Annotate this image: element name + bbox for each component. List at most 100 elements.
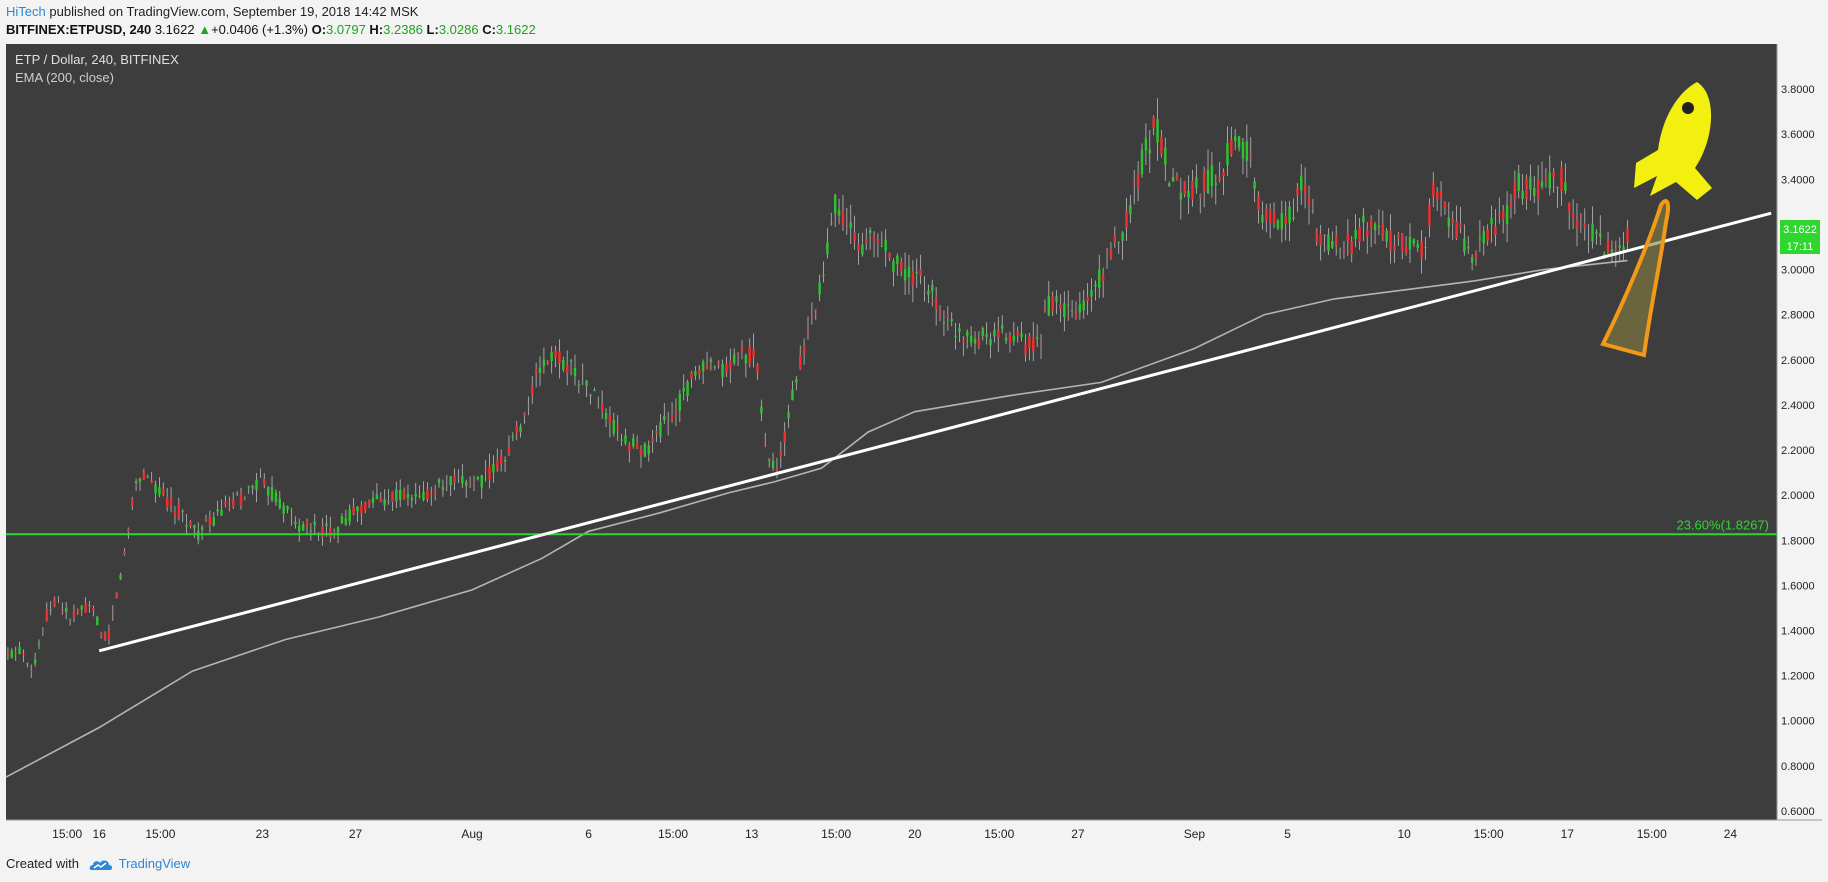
trendline[interactable] (98, 211, 1772, 653)
tradingview-link[interactable]: TradingView (118, 856, 191, 871)
candle-down (1152, 116, 1155, 127)
candle-down (142, 472, 146, 480)
candle-down (857, 244, 860, 251)
candle-up (569, 359, 573, 362)
rocket-drawing[interactable] (1600, 82, 1712, 358)
time-axis[interactable] (6, 820, 1822, 847)
change-up-arrow-icon: ▲ (198, 22, 212, 37)
x-tick-label: 27 (349, 827, 363, 841)
candle-up (119, 574, 122, 580)
candle-up (356, 506, 359, 512)
candle-down (802, 346, 806, 355)
candle-up (298, 526, 301, 532)
candle-up (624, 435, 627, 444)
candle-up (220, 510, 223, 516)
y-tick-label: 3.6000 (1781, 129, 1815, 141)
x-tick-label: Sep (1184, 827, 1206, 841)
candle-down (1389, 230, 1392, 251)
price-badge-value: 3.1622 (1783, 224, 1817, 236)
candle-up (80, 606, 83, 610)
candle-down (107, 630, 111, 641)
candle-down (507, 447, 511, 454)
candle-down (45, 609, 48, 622)
x-tick-label: 15:00 (1637, 827, 1667, 841)
candle-up (247, 485, 250, 487)
candle-down (651, 438, 654, 442)
x-tick-label: 15:00 (658, 827, 688, 841)
candle-up (1556, 187, 1559, 189)
candle-up (1098, 269, 1101, 288)
candle-down (305, 521, 309, 527)
candle-up (822, 274, 825, 276)
candle-down (934, 297, 938, 309)
candle-up (313, 521, 316, 525)
candle-down (597, 403, 600, 405)
candle-down (1268, 209, 1272, 224)
fib-level-label: 23.60%(1.8267) (1676, 517, 1769, 532)
candle-up (1121, 232, 1124, 241)
author-link[interactable]: HiTech (6, 4, 46, 19)
candle-up (1280, 213, 1284, 230)
candle-down (1459, 223, 1462, 228)
candle-down (558, 351, 561, 364)
candle-up (577, 384, 581, 386)
candle-down (1199, 194, 1202, 198)
candle-up (251, 485, 254, 489)
candle-down (1358, 227, 1361, 242)
price-axis[interactable] (1777, 44, 1822, 820)
candle-up (154, 484, 157, 493)
candle-down (127, 528, 130, 533)
candle-up (1156, 119, 1159, 143)
x-tick-label: 15:00 (145, 827, 175, 841)
candle-up (1323, 235, 1326, 237)
low-label: L: (426, 22, 439, 37)
y-tick-label: 2.0000 (1781, 490, 1815, 502)
candle-down (457, 475, 460, 477)
candle-up (266, 487, 270, 496)
candle-down (736, 353, 740, 355)
candle-down (321, 526, 324, 538)
candle-up (1144, 138, 1148, 151)
candle-up (1179, 192, 1183, 200)
candle-up (1591, 223, 1594, 242)
candle-down (1109, 248, 1113, 259)
y-tick-label: 2.8000 (1781, 310, 1815, 322)
candle-up (733, 354, 736, 364)
candle-up (406, 493, 410, 498)
candle-down (92, 608, 95, 610)
x-tick-label: 5 (1284, 827, 1291, 841)
candle-down (364, 502, 367, 511)
candle-up (1331, 241, 1334, 248)
candle-up (573, 367, 577, 377)
candle-up (18, 647, 21, 654)
candle-up (1241, 142, 1245, 159)
candle-down (515, 425, 518, 434)
candle-up (678, 393, 682, 411)
rocket-window (1682, 102, 1694, 114)
tradingview-logo-icon (89, 860, 112, 870)
footer: Created with TradingView (6, 856, 190, 872)
candle-down (1284, 216, 1287, 224)
candle-down (1202, 171, 1206, 192)
candle-up (270, 486, 274, 501)
candle-up (418, 495, 421, 497)
candle-down (445, 478, 449, 480)
y-tick-label: 3.0000 (1781, 265, 1815, 277)
candle-up (915, 271, 918, 274)
candle-down (1579, 215, 1583, 217)
candle-down (204, 518, 208, 521)
candle-up (503, 460, 507, 462)
candle-up (861, 244, 864, 255)
candle-up (185, 525, 188, 527)
candle-down (1032, 337, 1035, 353)
candle-up (383, 498, 386, 506)
candle-down (639, 448, 643, 456)
y-tick-label: 1.0000 (1781, 716, 1815, 728)
candle-down (68, 620, 72, 622)
candle-up (542, 359, 546, 367)
chart-plot-area[interactable] (6, 44, 1777, 820)
candle-down (729, 360, 732, 370)
candle-down (888, 253, 891, 258)
candle-up (721, 363, 724, 378)
